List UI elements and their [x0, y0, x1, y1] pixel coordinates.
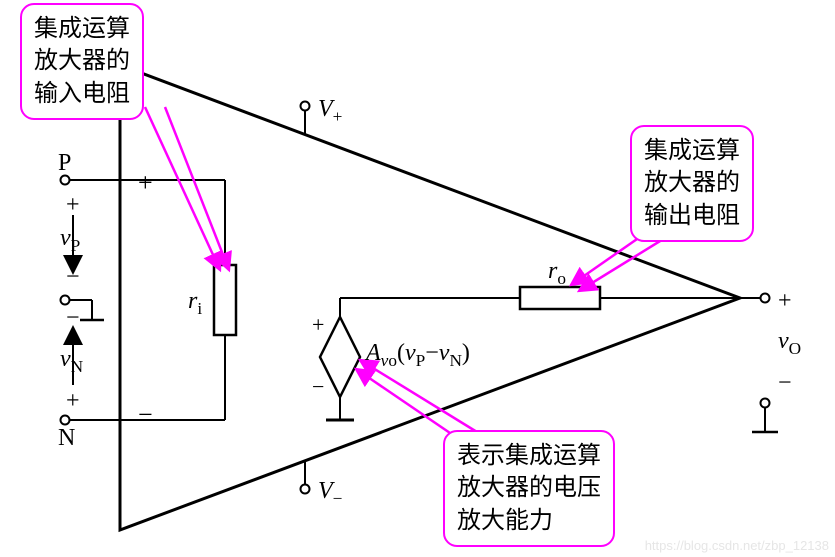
callout-ri-line2: 放大器的	[34, 45, 130, 77]
callout-ri: 集成运算 放大器的 输入电阻	[20, 3, 144, 120]
label-vO: vO	[778, 328, 801, 359]
label-plus-bot: +	[66, 388, 80, 415]
label-minus-mid2: −	[66, 305, 80, 332]
callout-avo-line3: 放大能力	[457, 505, 601, 537]
label-inner-minus: −	[138, 400, 153, 430]
label-N: N	[58, 425, 75, 452]
label-vminus: V−	[318, 478, 342, 509]
callout-avo: 表示集成运算 放大器的电压 放大能力	[443, 430, 615, 547]
label-P: P	[58, 150, 71, 177]
ri-resistor	[214, 265, 236, 335]
label-src-minus: −	[312, 374, 324, 400]
watermark: https://blog.csdn.net/zbp_12138	[645, 538, 829, 553]
label-vplus: V+	[318, 96, 342, 127]
label-out-plus: +	[778, 288, 792, 315]
label-vN: vN	[60, 346, 83, 377]
label-ro: ro	[548, 258, 566, 289]
callout-avo-line1: 表示集成运算	[457, 440, 601, 472]
label-ri: ri	[188, 288, 202, 319]
callout-avo-line2: 放大器的电压	[457, 472, 601, 504]
label-out-minus: −	[778, 370, 792, 397]
callout-ro: 集成运算 放大器的 输出电阻	[630, 125, 754, 242]
callout-ro-line3: 输出电阻	[644, 200, 740, 232]
label-minus-mid1: −	[66, 264, 80, 291]
callout-ro-line2: 放大器的	[644, 167, 740, 199]
callout-ri-line1: 集成运算	[34, 13, 130, 45]
label-src-plus: +	[312, 312, 324, 338]
label-avo-expr: Avo(vP−vN)	[366, 340, 470, 371]
ro-resistor	[520, 287, 600, 309]
label-plus-top: +	[66, 192, 80, 219]
dependent-source	[320, 298, 360, 420]
label-inner-plus: +	[138, 168, 153, 198]
label-vP: vP	[60, 225, 80, 256]
callout-ri-line3: 输入电阻	[34, 78, 130, 110]
callout-ro-line1: 集成运算	[644, 135, 740, 167]
